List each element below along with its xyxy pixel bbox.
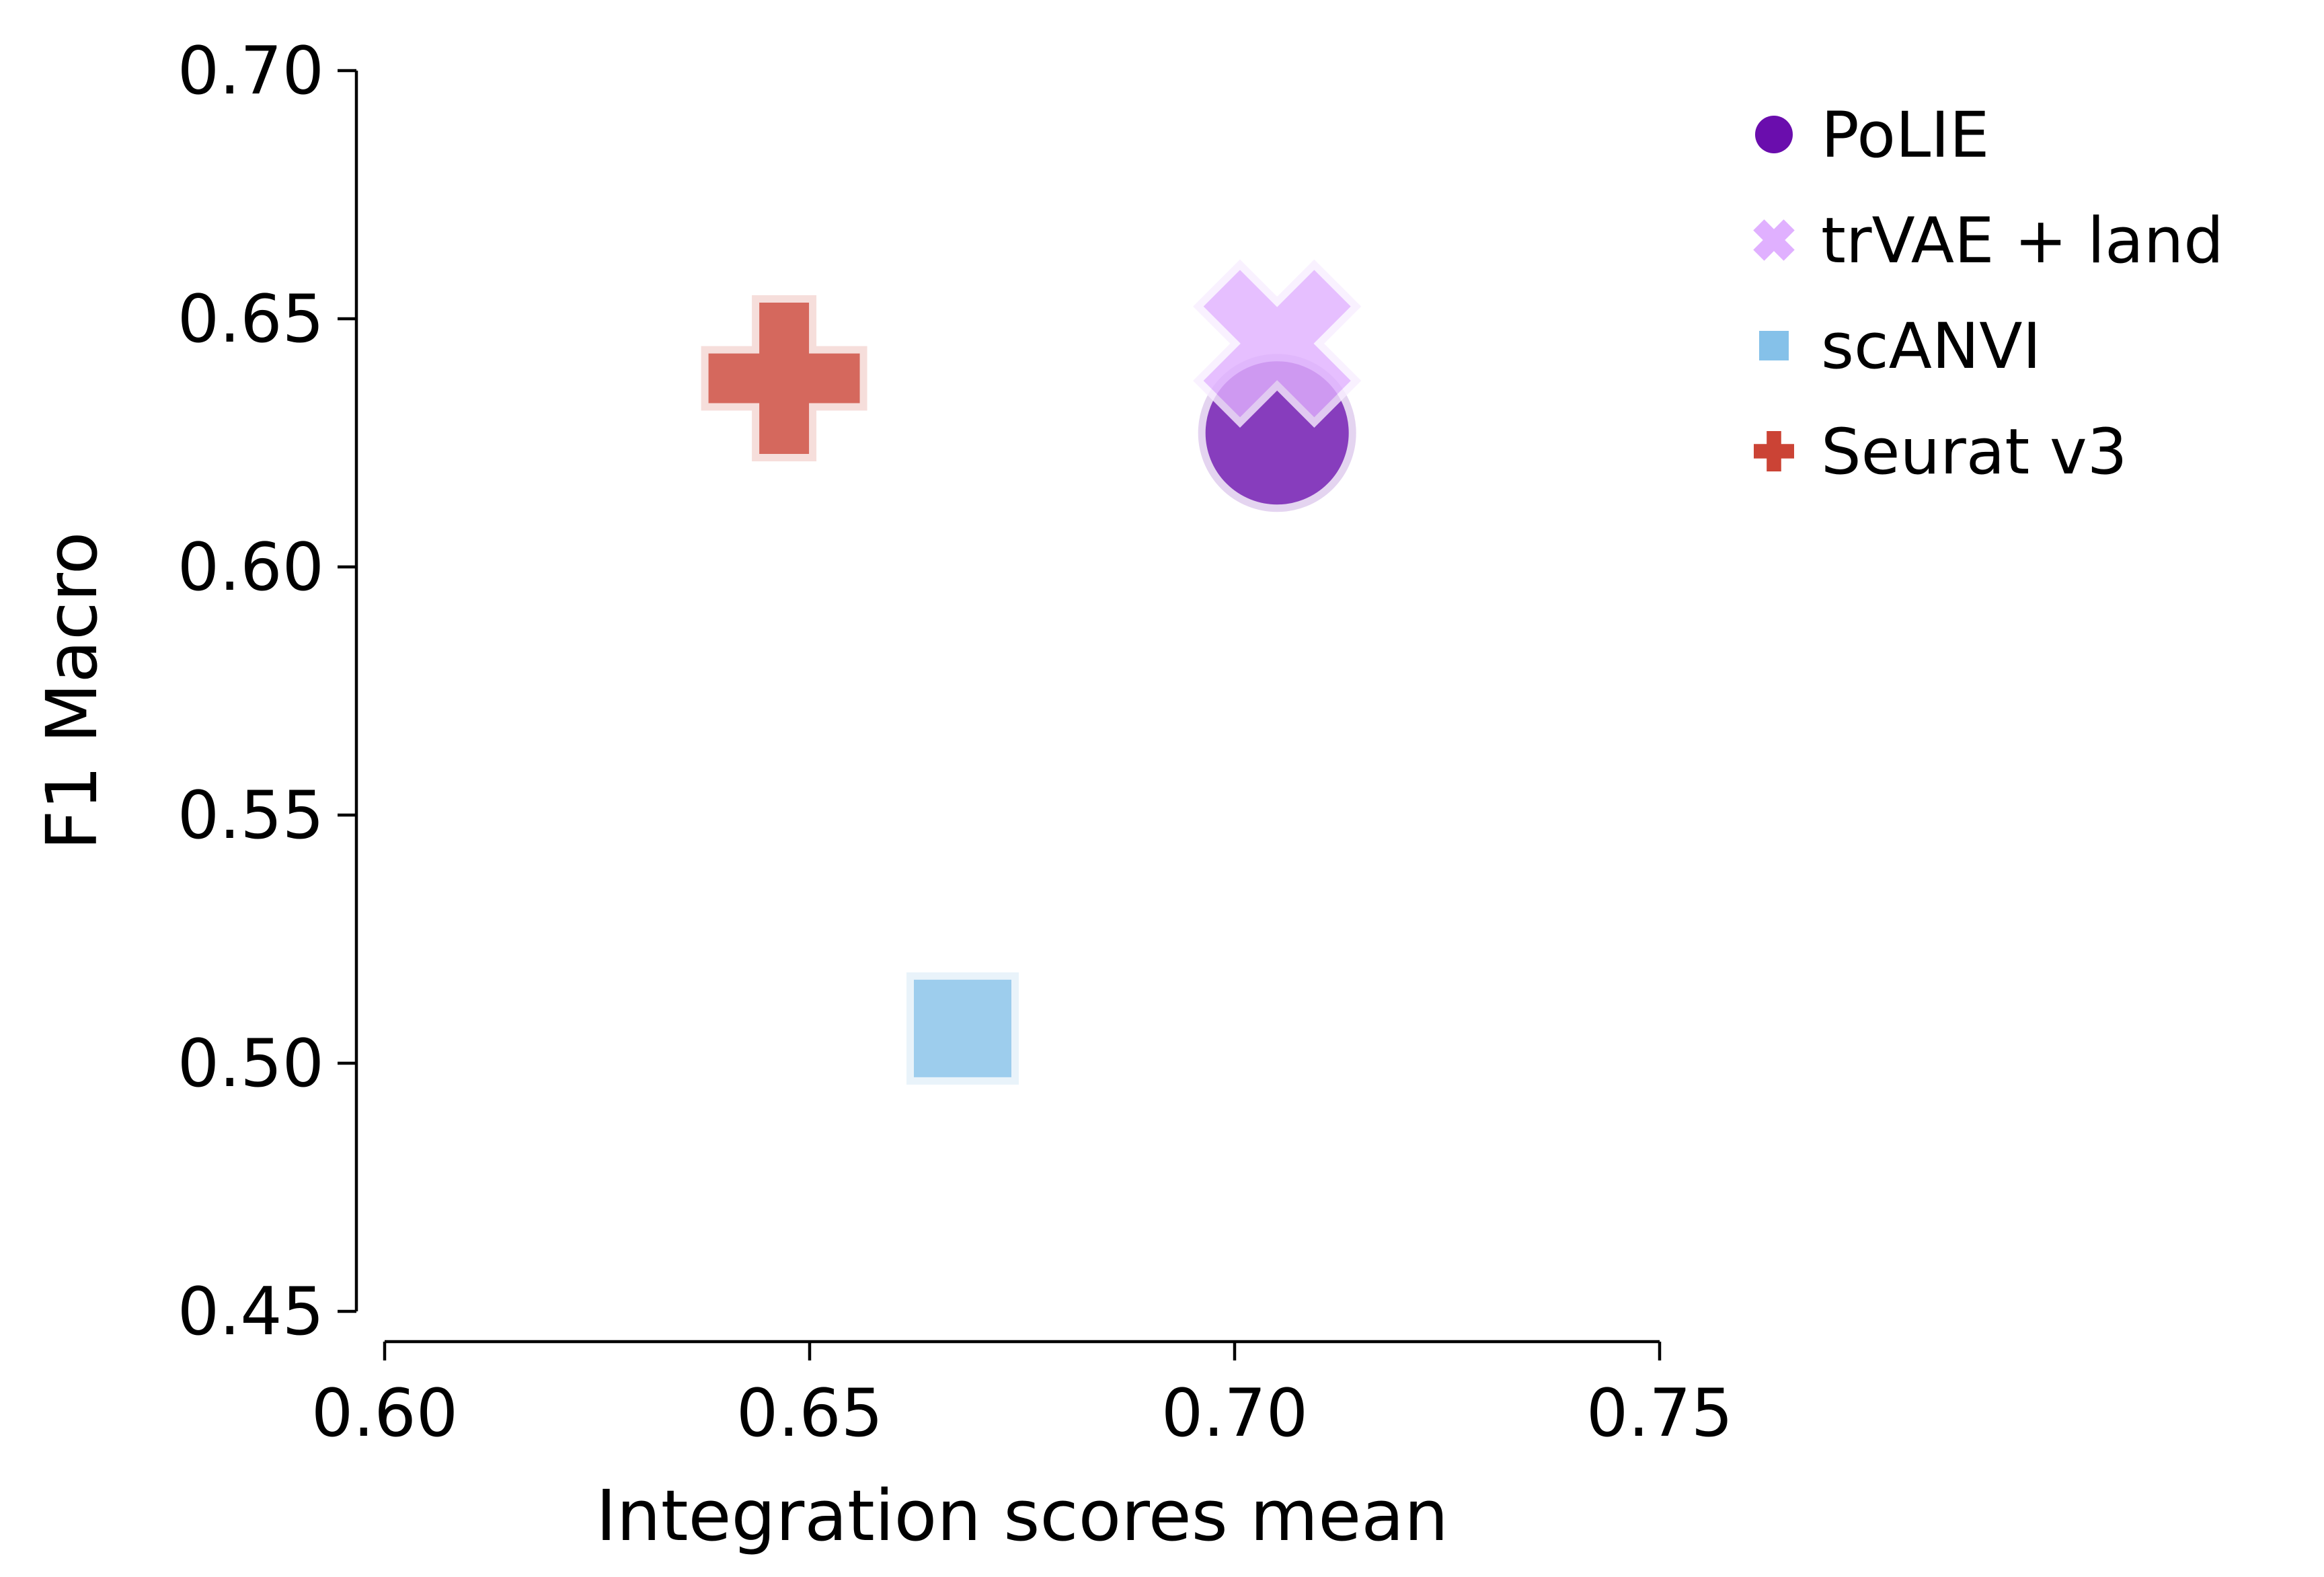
x-tick-label: 0.60 xyxy=(311,1375,458,1452)
x-axis-label: Integration scores mean xyxy=(596,1475,1448,1557)
x-tick-label: 0.65 xyxy=(736,1375,883,1452)
point-seurat-v3 xyxy=(701,295,867,462)
legend-label: Seurat v3 xyxy=(1821,416,2128,489)
x-tick-label: 0.75 xyxy=(1586,1375,1733,1452)
y-tick-label: 0.55 xyxy=(178,777,324,854)
y-tick-label: 0.60 xyxy=(178,529,324,606)
point-trvae-land xyxy=(1193,259,1362,428)
data-points xyxy=(701,259,1362,1085)
y-axis-label: F1 Macro xyxy=(31,532,113,851)
x-tick-label: 0.70 xyxy=(1161,1375,1308,1452)
legend-label: PoLIE xyxy=(1821,99,1989,172)
legend-label: scANVI xyxy=(1821,310,2041,383)
legend-marker-trvae-land xyxy=(1753,219,1795,261)
y-tick-label: 0.45 xyxy=(178,1274,324,1350)
legend-label: trVAE + land xyxy=(1821,204,2224,278)
y-tick-label: 0.70 xyxy=(178,33,324,110)
y-tick-label: 0.65 xyxy=(178,281,324,358)
point-scanvi xyxy=(906,972,1019,1085)
x-ticks: 0.60 0.65 0.70 0.75 xyxy=(311,1342,1733,1452)
y-tick-label: 0.50 xyxy=(178,1026,324,1102)
legend: PoLIE trVAE + land scANVI Seurat v3 xyxy=(1753,99,2224,489)
axes xyxy=(354,71,1660,1344)
legend-marker-polie xyxy=(1755,116,1793,153)
legend-marker-seurat-v3 xyxy=(1754,431,1794,471)
y-ticks: 0.45 0.50 0.55 0.60 0.65 0.70 xyxy=(178,33,356,1350)
legend-marker-scanvi xyxy=(1759,331,1789,360)
